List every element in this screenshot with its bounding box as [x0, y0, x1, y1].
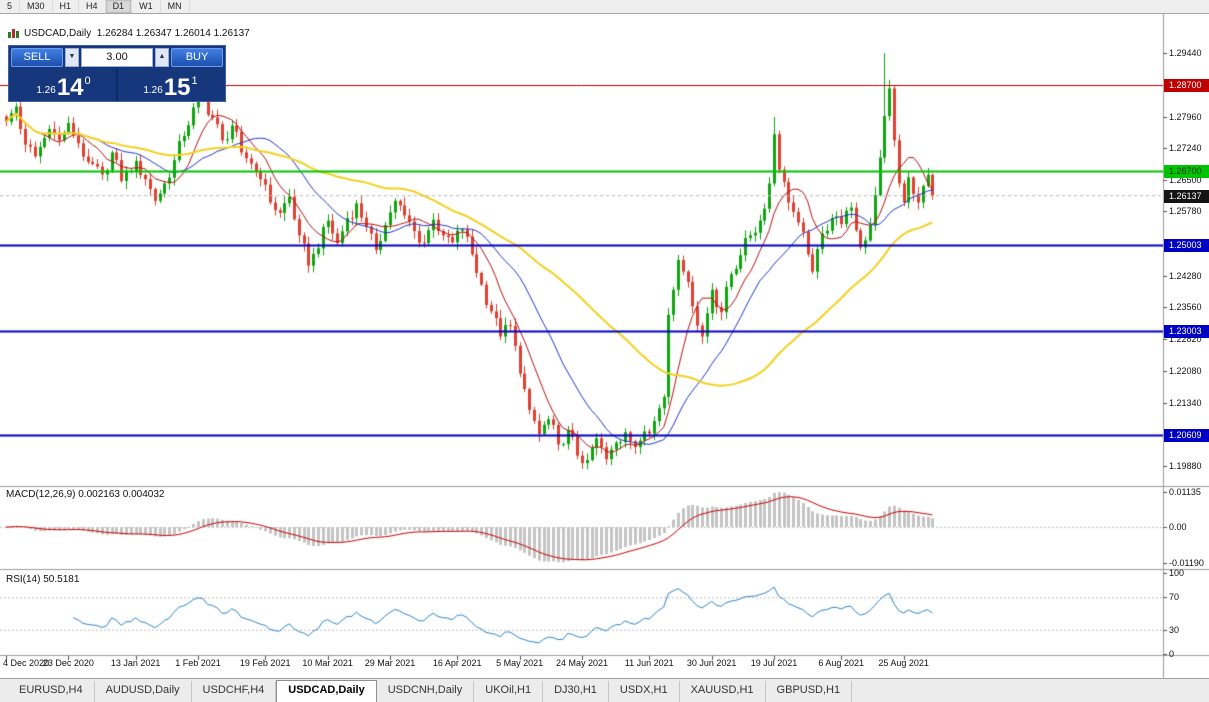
tab-xauusd-h1[interactable]: XAUUSD,H1: [680, 681, 766, 702]
price-axis-tick: 1.29440: [1169, 48, 1202, 59]
ask-price-sup: 1: [191, 75, 198, 87]
buy-button[interactable]: BUY: [171, 48, 223, 67]
price-divider: [116, 69, 118, 101]
tab-dj30-h1[interactable]: DJ30,H1: [543, 681, 609, 702]
price-axis-tick: 1.23560: [1169, 302, 1202, 313]
price-axis-tick: 0: [1169, 649, 1175, 659]
price-axis-tick: 0.01135: [1169, 487, 1201, 498]
tab-usdcad-daily[interactable]: USDCAD,Daily: [276, 680, 377, 702]
time-axis-label: 29 Mar 2021: [364, 658, 416, 668]
timeframe-button-m30[interactable]: M30: [20, 0, 53, 13]
chart-tabs: EURUSD,H4 AUDUSD,Daily USDCHF,H4 USDCAD,Dai…: [0, 678, 1209, 702]
price-axis-tick: 1.27240: [1169, 143, 1202, 154]
price-axis-tick: 0.00: [1169, 522, 1187, 532]
price-badge-1.26700: 1.26700: [1164, 165, 1209, 179]
time-axis-label: 24 May 2021: [555, 658, 609, 668]
time-axis-label: 11 Jun 2021: [624, 658, 674, 668]
price-axis-tick: 100: [1169, 568, 1185, 578]
price-axis-tick: 1.21340: [1169, 397, 1202, 408]
timeframe-button-d1[interactable]: D1: [105, 0, 133, 13]
price-badge-1.28700: 1.28700: [1164, 79, 1209, 92]
time-axis-label: 30 Jun 2021: [686, 658, 737, 668]
price-axis-tick: 1.26500: [1169, 175, 1202, 186]
tab-eurusd-h4[interactable]: EURUSD,H4: [8, 681, 95, 702]
bid-price[interactable]: 1.26 14 0: [11, 69, 116, 101]
timeframe-button-h4[interactable]: H4: [79, 0, 106, 13]
price-axis-tick: 1.27960: [1169, 111, 1202, 122]
time-axis-label: 25 Aug 2021: [878, 658, 929, 668]
tab-ukoil-h1[interactable]: UKOil,H1: [474, 681, 544, 702]
price-axis-tick: 70: [1169, 592, 1180, 603]
price-chart-canvas[interactable]: [0, 14, 1209, 678]
timeframe-toolbar: 5 M30 H1 H4 D1 W1 MN: [0, 0, 1209, 14]
time-axis-label: 23 Dec 2020: [42, 658, 94, 668]
timeframe-button-mn[interactable]: MN: [161, 0, 190, 13]
volume-increase-button[interactable]: ▲: [155, 48, 169, 67]
price-badge-1.26137: 1.26137: [1164, 189, 1209, 203]
bid-price-big: 14: [56, 74, 84, 101]
one-click-trading-panel: SELL ▼ 3.00 ▲ BUY 1.26 14 0 1.26 15 1: [8, 45, 226, 102]
time-axis-label: 5 May 2021: [496, 658, 544, 668]
chart-icon: [8, 29, 20, 38]
time-axis-label: 4 Dec 2020: [3, 658, 50, 668]
time-axis-label: 6 Aug 2021: [818, 658, 864, 668]
price-axis-tick: 1.19880: [1169, 461, 1202, 472]
volume-input[interactable]: 3.00: [81, 48, 153, 67]
time-axis-label: 19 Jul 2021: [750, 658, 798, 668]
time-axis-label: 10 Mar 2021: [302, 658, 353, 668]
price-badge-1.23003: 1.23003: [1164, 325, 1209, 339]
volume-decrease-button[interactable]: ▼: [65, 48, 79, 67]
price-axis-tick: -0.01190: [1169, 558, 1204, 569]
time-axis-label: 13 Jan 2021: [110, 658, 161, 668]
price-axis-tick: 30: [1169, 624, 1180, 635]
ask-price-big: 15: [163, 74, 191, 101]
timeframe-button-h1[interactable]: H1: [53, 0, 80, 13]
tab-audusd-daily[interactable]: AUDUSD,Daily: [95, 681, 192, 702]
time-axis-label: 1 Feb 2021: [175, 658, 221, 668]
price-badge-1.20609: 1.20609: [1164, 428, 1209, 442]
tab-usdchf-h4[interactable]: USDCHF,H4: [192, 681, 277, 702]
time-axis-label: 16 Apr 2021: [432, 658, 482, 668]
sell-button[interactable]: SELL: [11, 48, 63, 67]
tab-gbpusd-h1[interactable]: GBPUSD,H1: [766, 681, 853, 702]
ask-price-prefix: 1.26: [143, 85, 163, 96]
tab-usdcnh-daily[interactable]: USDCNH,Daily: [377, 681, 475, 702]
price-badge-1.25003: 1.25003: [1164, 238, 1209, 252]
symbol-ohlc-label: USDCAD,Daily 1.26284 1.26347 1.26014 1.2…: [24, 28, 250, 39]
macd-label: MACD(12,26,9) 0.002163 0.004032: [6, 489, 165, 500]
timeframe-button-5[interactable]: 5: [0, 0, 21, 13]
price-axis-tick: 1.22080: [1169, 365, 1202, 376]
timeframe-button-w1[interactable]: W1: [132, 0, 161, 13]
price-axis-tick: 1.24280: [1169, 270, 1202, 281]
bid-price-prefix: 1.26: [36, 85, 56, 96]
bid-price-sup: 0: [84, 75, 91, 87]
ask-price[interactable]: 1.26 15 1: [118, 69, 223, 101]
time-axis-label: 19 Feb 2021: [239, 658, 291, 668]
price-axis-tick: 1.25780: [1169, 206, 1202, 217]
tab-usdx-h1[interactable]: USDX,H1: [609, 681, 680, 702]
price-axis-tick: 1.22820: [1169, 334, 1202, 345]
rsi-label: RSI(14) 50.5181: [6, 574, 80, 585]
